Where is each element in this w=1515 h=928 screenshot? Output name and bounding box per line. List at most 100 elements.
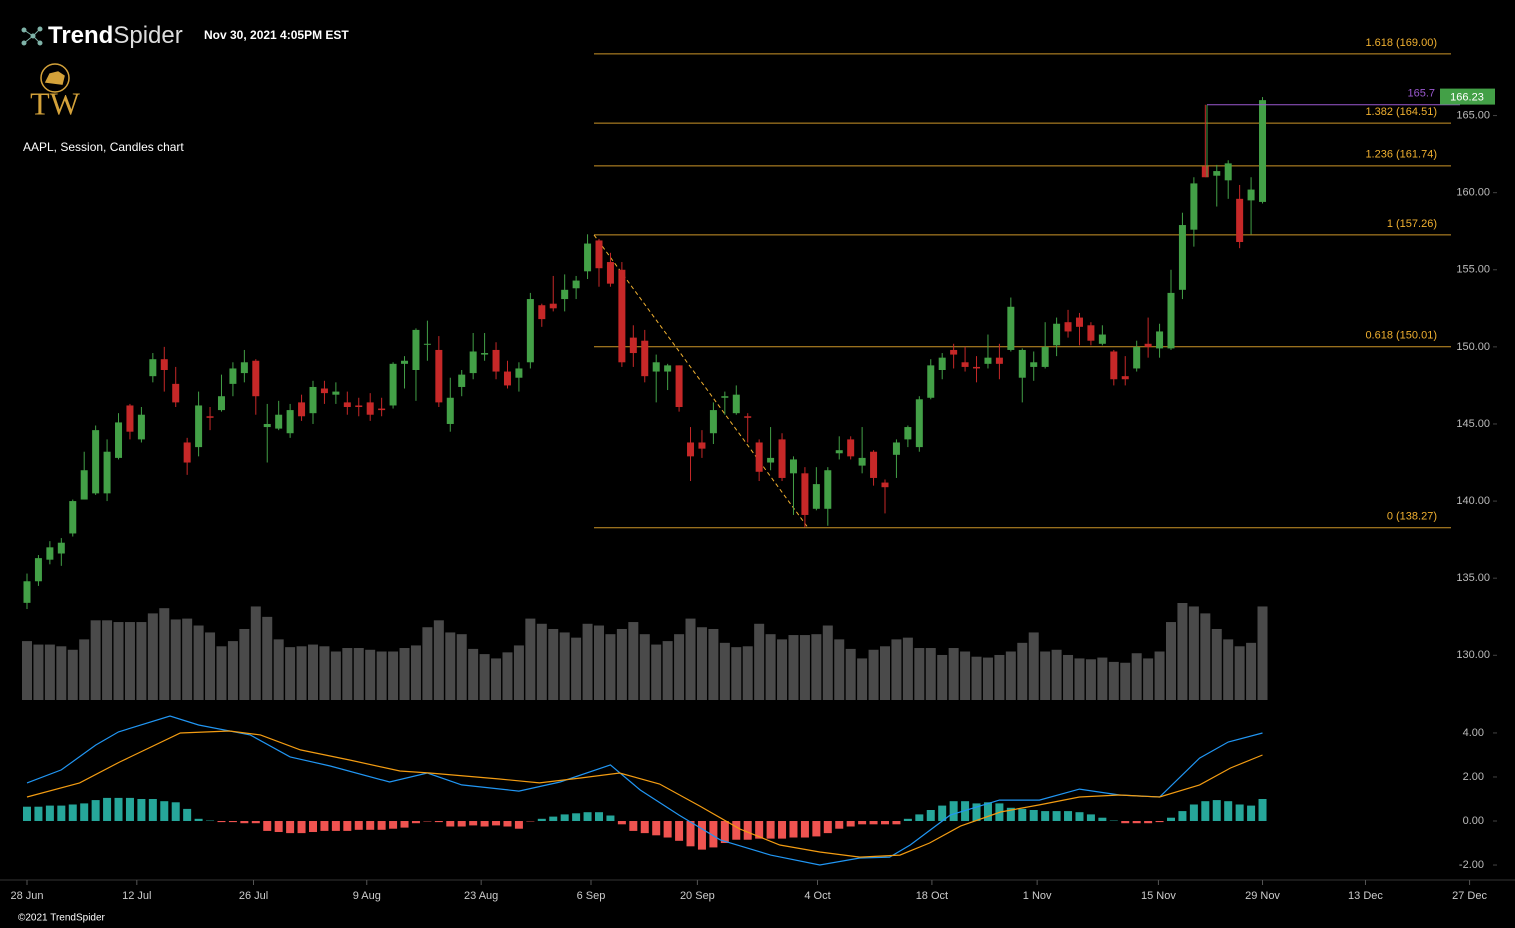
macd-histogram-bar (1166, 817, 1175, 822)
candle-body (1064, 322, 1072, 332)
macd-histogram-bar (1052, 811, 1061, 822)
macd-histogram-bar (171, 802, 180, 822)
candle-body (298, 402, 306, 417)
volume-bar (925, 648, 936, 700)
volume-bar (1085, 659, 1096, 700)
candle-body (1190, 183, 1198, 230)
logo-bull (40, 63, 70, 93)
macd-histogram-bar (91, 800, 100, 822)
macd-histogram-bar (1029, 810, 1038, 822)
volume-bar (307, 644, 318, 700)
volume-bar (1131, 653, 1142, 700)
logo: TW (30, 85, 81, 121)
candle-body (1167, 292, 1175, 349)
volume-bar (56, 646, 67, 700)
volume-bar (1051, 649, 1062, 700)
volume-bar (994, 654, 1005, 700)
volume-bar (319, 646, 330, 700)
volume-bar (285, 647, 296, 700)
timestamp: Nov 30, 2021 4:05PM EST (204, 28, 349, 42)
macd-histogram-bar (766, 821, 775, 839)
candle-body (606, 262, 614, 284)
volume-bar (262, 616, 273, 700)
fib-label: 1.618 (169.00) (1365, 37, 1437, 49)
volume-bar (891, 639, 902, 700)
volume-bar (159, 608, 170, 700)
fib-label: 1 (157.26) (1387, 218, 1437, 230)
macd-histogram-bar (228, 821, 237, 823)
candle-body (961, 362, 969, 367)
volume-bar (1200, 613, 1211, 700)
macd-histogram-bar (686, 821, 695, 847)
candle-body (217, 396, 225, 411)
volume-bar (136, 622, 147, 700)
volume-bar (1234, 646, 1245, 700)
volume-bar (857, 658, 868, 700)
macd-histogram-bar (755, 821, 764, 839)
macd-histogram-bar (709, 821, 718, 848)
volume-bar (582, 623, 593, 700)
macd-histogram-bar (377, 821, 386, 830)
y-tick-label: 140.00 (1456, 495, 1490, 507)
candle-body (46, 547, 54, 560)
volume-bar (765, 634, 776, 700)
volume-bar (67, 649, 78, 700)
candle-body (732, 394, 740, 414)
macd-histogram-bar (263, 821, 272, 831)
volume-bar (433, 620, 444, 700)
volume-bar (479, 654, 490, 700)
macd-histogram-bar (629, 821, 638, 831)
volume-bar (731, 647, 742, 700)
volume-bar (879, 646, 890, 700)
footer: ©2021 TrendSpider (18, 913, 106, 924)
volume-bar (822, 625, 833, 700)
macd-histogram-bar (880, 821, 889, 825)
candle-body (1259, 100, 1267, 202)
macd-histogram-bar (366, 821, 375, 830)
macd-histogram-bar (778, 821, 787, 839)
candle-body (675, 365, 683, 408)
y-tick-label: -2.00 (1459, 859, 1484, 871)
volume-bar (491, 658, 502, 700)
candle-body (1236, 198, 1244, 243)
candle-body (824, 470, 832, 509)
candle-body (892, 442, 900, 455)
macd-histogram-bar (983, 802, 992, 822)
volume-bar (422, 627, 433, 700)
candle-body (446, 397, 454, 424)
candle-body (1201, 166, 1209, 178)
volume-bar (1188, 606, 1199, 700)
macd-histogram-bar (846, 821, 855, 827)
volume-bar (456, 634, 467, 700)
macd-histogram-bar (675, 821, 684, 841)
candle-body (1156, 331, 1164, 349)
volume-bar (845, 648, 856, 700)
volume-bar (696, 627, 707, 700)
volume-bar (1211, 628, 1222, 700)
volume-bar (811, 634, 822, 700)
volume-bar (44, 644, 55, 700)
volume-bar (628, 622, 639, 700)
macd-histogram-bar (125, 797, 134, 822)
volume-bar (227, 641, 238, 700)
x-tick-label: 26 Jul (239, 890, 268, 902)
macd-histogram-bar (972, 803, 981, 822)
candle-body (698, 442, 706, 449)
macd-histogram-bar (34, 806, 43, 822)
macd-histogram-bar (492, 821, 501, 826)
macd-line (26, 715, 1263, 866)
volume-bar (708, 628, 719, 700)
volume-bar (1223, 639, 1234, 700)
volume-bar (536, 623, 547, 700)
volume-bar (834, 639, 845, 700)
volume-bar (799, 635, 810, 700)
volume-bar (102, 620, 113, 700)
brand-light: Spider (113, 22, 182, 49)
candle-body (1018, 349, 1026, 378)
candle-body (126, 405, 134, 432)
candle-body (69, 501, 77, 534)
volume-bar (182, 618, 193, 700)
volume-bar (468, 648, 479, 700)
candle-body (858, 457, 866, 466)
macd-histogram-bar (812, 821, 821, 837)
